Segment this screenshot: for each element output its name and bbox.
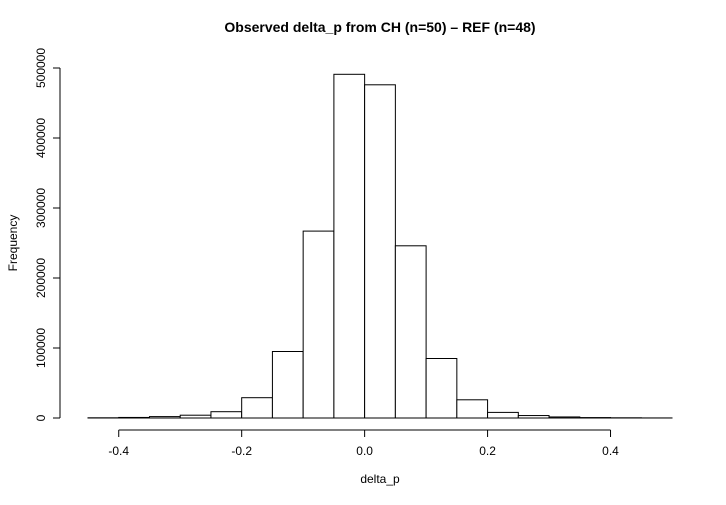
x-tick-label: 0.0 — [356, 444, 373, 458]
x-tick-label: 0.4 — [602, 444, 619, 458]
histogram-bar — [394, 245, 427, 419]
histogram-bar — [548, 416, 581, 419]
bars-group — [87, 73, 673, 419]
x-tick-label: -0.2 — [231, 444, 252, 458]
y-tick-label: 300000 — [34, 188, 48, 228]
histogram-bar — [487, 411, 519, 419]
x-axis: -0.4 -0.2 0.0 0.2 0.4 — [108, 429, 619, 458]
histogram-bar — [210, 411, 243, 419]
y-tick-label: 0 — [34, 414, 48, 421]
y-tick-label: 100000 — [34, 328, 48, 368]
histogram-bar — [118, 416, 150, 419]
x-tick-label: 0.2 — [479, 444, 496, 458]
histogram-bar — [456, 399, 489, 419]
histogram-bar — [302, 230, 335, 419]
y-tick-label: 400000 — [34, 118, 48, 158]
y-axis: 0 100000 200000 300000 400000 500000 — [34, 48, 61, 421]
histogram-bar — [425, 358, 458, 419]
histogram-bar — [241, 397, 273, 419]
histogram-bar — [271, 351, 304, 419]
y-tick-label: 500000 — [34, 48, 48, 88]
y-tick-label: 200000 — [34, 258, 48, 298]
histogram-bar — [148, 416, 181, 419]
x-axis-label: delta_p — [360, 472, 400, 486]
x-tick-label: -0.4 — [108, 444, 129, 458]
chart-title: Observed delta_p from CH (n=50) – REF (n… — [224, 19, 535, 35]
histogram-bar — [179, 414, 212, 419]
histogram-bar — [333, 73, 366, 419]
histogram-bar — [364, 84, 396, 419]
y-axis-label: Frequency — [6, 215, 20, 272]
histogram-bar — [517, 415, 550, 419]
